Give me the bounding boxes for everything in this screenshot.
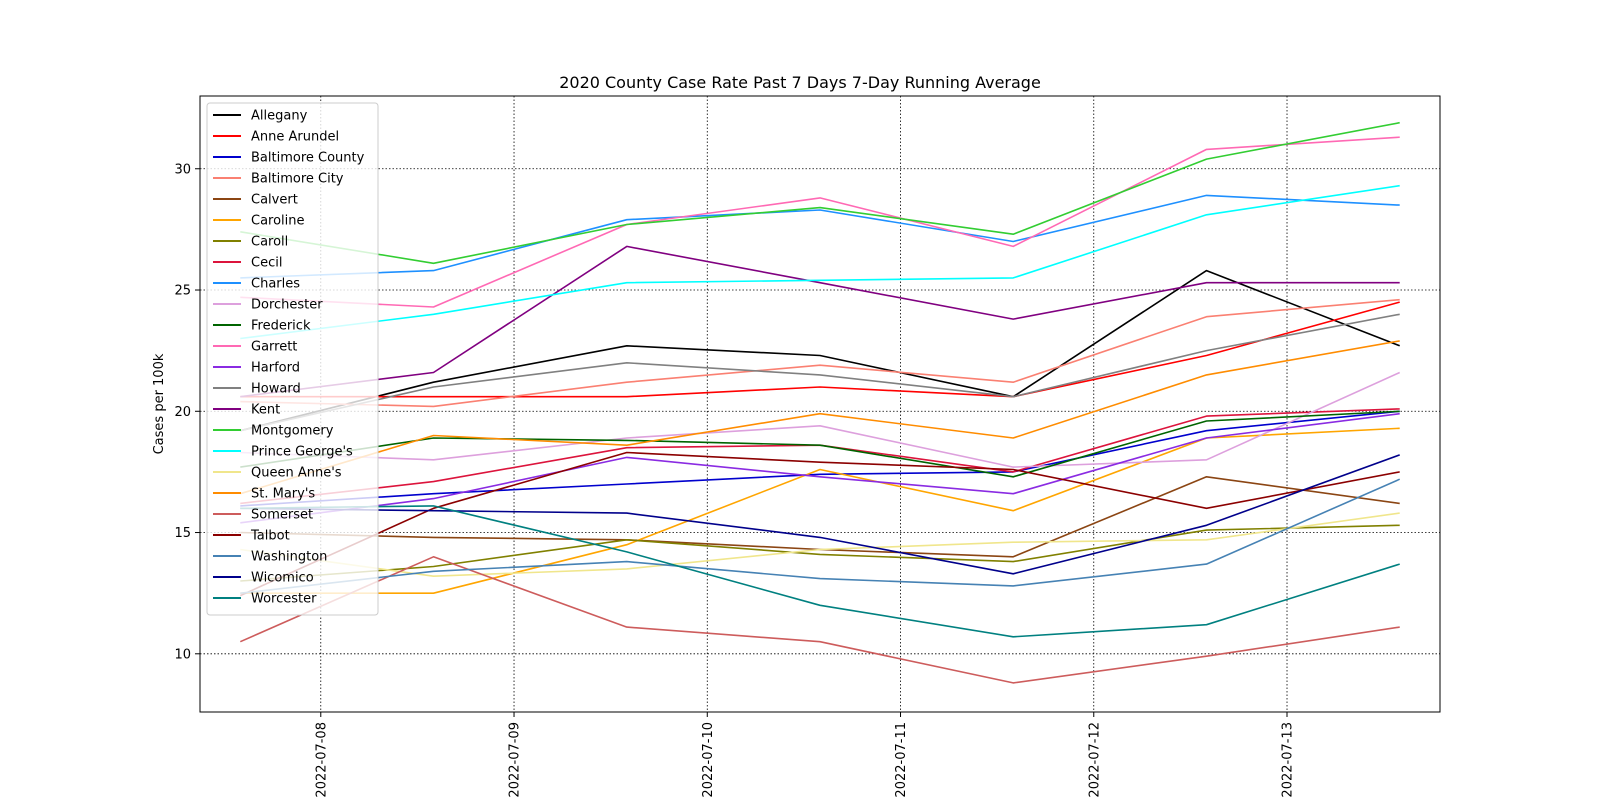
series-lines	[239, 121, 1401, 684]
legend-entry: Montgomery	[251, 424, 334, 439]
legend-entry: St. Mary's	[251, 487, 315, 502]
series-line-allegany	[240, 269, 1400, 432]
legend-entry: Cecil	[251, 256, 282, 271]
series-line-frederick	[240, 410, 1400, 478]
plot-frame	[199, 95, 1441, 713]
chart-title: 2020 County Case Rate Past 7 Days 7-Day …	[559, 73, 1041, 92]
y-tick-label: 15	[174, 526, 191, 541]
legend-entry: Baltimore City	[251, 172, 344, 187]
series-line-talbot	[239, 451, 1400, 597]
legend-entry: Howard	[251, 382, 301, 397]
series-line-garrett	[240, 136, 1400, 308]
legend-entry: Allegany	[251, 109, 308, 124]
legend-entry: Frederick	[251, 319, 311, 334]
legend-entry: Queen Anne's	[251, 466, 342, 481]
series-line-somerset	[239, 555, 1400, 684]
x-axis: 2022-07-08 2022-07-09 2022-07-10 2022-07-11…	[314, 712, 1296, 798]
y-tick-label: 10	[174, 647, 191, 662]
series-line-charles	[240, 194, 1400, 279]
legend-entry: Somerset	[251, 508, 313, 523]
grid-lines	[200, 96, 1440, 712]
legend-entry: Caroll	[251, 235, 288, 250]
legend-entry: Calvert	[251, 193, 298, 208]
legend-entry: Anne Arundel	[251, 130, 339, 145]
series-line-harford	[240, 412, 1400, 524]
legend-entry: Talbot	[250, 529, 290, 544]
x-tick-label: 2022-07-10	[701, 722, 716, 798]
legend-entry: Harford	[251, 361, 300, 376]
x-tick-label: 2022-07-09	[508, 722, 523, 798]
legend-entry: Dorchester	[251, 298, 323, 313]
x-tick-label: 2022-07-13	[1281, 722, 1296, 798]
series-line-cecil	[240, 408, 1400, 505]
legend-entry: Kent	[251, 403, 280, 418]
x-tick-label: 2022-07-12	[1087, 722, 1102, 798]
series-line-wicomico	[240, 454, 1400, 575]
series-line-worcester	[240, 505, 1400, 638]
series-line-baltimore-city	[240, 298, 1400, 408]
series-line-st-mary-s	[240, 340, 1400, 495]
series-line-kent	[240, 245, 1400, 398]
legend-box	[206, 102, 379, 616]
series-line-anne-arundel	[240, 301, 1400, 398]
y-axis-label: Cases per 100k	[152, 353, 167, 454]
legend: Allegany Anne Arundel Baltimore County Balt…	[206, 102, 379, 616]
legend-entry: Baltimore County	[251, 151, 365, 166]
series-line-dorchester	[240, 371, 1401, 468]
x-tick-label: 2022-07-08	[314, 722, 329, 798]
series-line-baltimore-county	[240, 410, 1400, 507]
legend-entry: Worcester	[251, 592, 317, 607]
series-line-queen-anne-s	[240, 512, 1400, 578]
series-line-howard	[240, 313, 1400, 432]
y-axis: 10 15 20 25 30	[174, 162, 200, 662]
y-tick-label: 25	[174, 284, 191, 299]
legend-entry: Caroline	[251, 214, 305, 229]
y-tick-label: 30	[174, 162, 191, 177]
y-tick-label: 20	[174, 405, 191, 420]
legend-entry: Prince George's	[251, 445, 353, 460]
series-line-prince-george-s	[240, 184, 1400, 340]
legend-entry: Charles	[251, 277, 300, 292]
legend-entry: Wicomico	[251, 571, 314, 586]
x-tick-label: 2022-07-11	[894, 722, 909, 798]
legend-entry: Washington	[251, 550, 327, 565]
legend-entry: Garrett	[251, 340, 297, 355]
series-line-caroll	[240, 524, 1400, 582]
series-line-montgomery	[240, 121, 1400, 265]
series-line-washington	[240, 478, 1401, 594]
